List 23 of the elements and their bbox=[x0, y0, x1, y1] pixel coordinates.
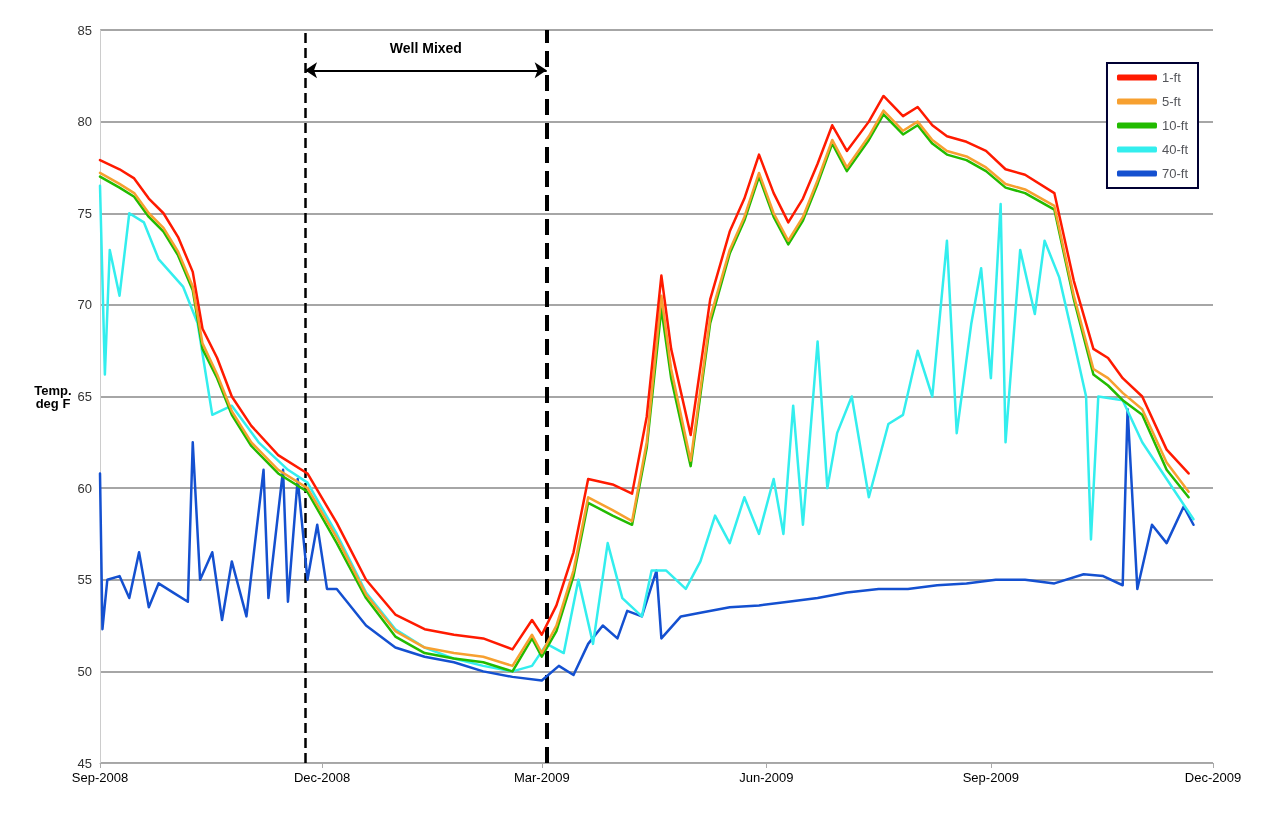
y-tick-label: 70 bbox=[77, 297, 92, 313]
x-tick-label: Mar-2009 bbox=[513, 770, 570, 785]
y-tick-label: 75 bbox=[77, 205, 92, 221]
legend-label: 5-ft bbox=[1161, 94, 1182, 109]
legend-label: 70-ft bbox=[1161, 166, 1189, 181]
y-tick-label: 45 bbox=[77, 755, 92, 771]
legend-label: 1-ft bbox=[1161, 70, 1182, 85]
y-tick-label: 60 bbox=[77, 480, 92, 496]
y-tick-label: 65 bbox=[77, 389, 92, 404]
x-tick-label: Dec-2008 bbox=[293, 770, 351, 785]
y-axis-title: Temp. deg F bbox=[34, 382, 72, 411]
legend-label: 10-ft bbox=[1161, 118, 1189, 133]
line-series bbox=[98, 408, 1195, 682]
legend-label: 40-ft bbox=[1161, 142, 1189, 157]
annotation: Well Mixed bbox=[389, 40, 462, 57]
y-tick-label: 85 bbox=[77, 22, 92, 38]
y-tick-label: 80 bbox=[77, 114, 92, 130]
x-tick-label: Sep-2008 bbox=[71, 770, 129, 785]
y-tick-label: 50 bbox=[77, 663, 92, 679]
x-tick-label: Jun-2009 bbox=[739, 770, 794, 785]
x-tick-label: Sep-2009 bbox=[962, 770, 1020, 785]
x-tick-label: Dec-2009 bbox=[1184, 770, 1242, 785]
y-tick-label: 55 bbox=[77, 572, 92, 588]
